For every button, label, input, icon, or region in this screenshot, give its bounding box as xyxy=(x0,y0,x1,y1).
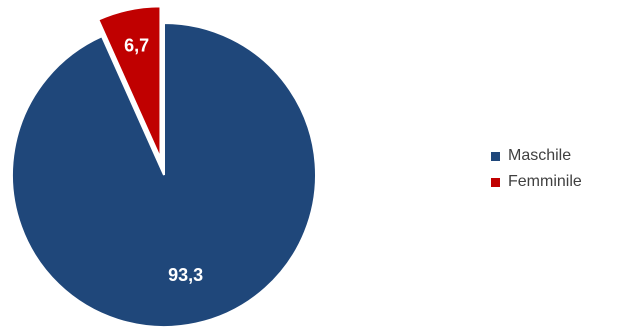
data-label-maschile: 93,3 xyxy=(168,265,203,285)
legend-swatch-maschile xyxy=(491,151,500,161)
chart-legend: Maschile Femminile xyxy=(491,143,582,195)
legend-swatch-femminile xyxy=(491,177,500,187)
pie-slice-maschile xyxy=(11,21,317,328)
pie-slices xyxy=(11,5,317,328)
legend-label-maschile: Maschile xyxy=(508,147,572,164)
legend-label-femminile: Femminile xyxy=(508,173,582,190)
legend-item-maschile: Maschile xyxy=(491,143,582,169)
pie-data-labels: 93,3 6,7 xyxy=(124,36,203,285)
legend-item-femminile: Femminile xyxy=(491,169,582,195)
data-label-femminile: 6,7 xyxy=(124,36,149,56)
pie-slice-femminile xyxy=(97,5,162,159)
